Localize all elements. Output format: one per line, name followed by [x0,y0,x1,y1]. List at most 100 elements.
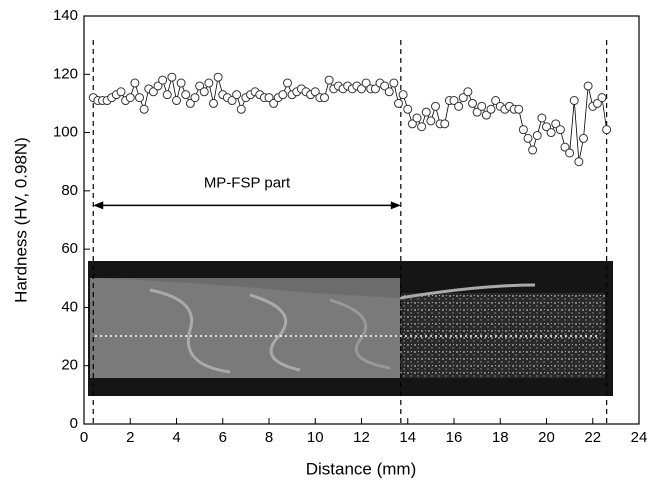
marker [130,78,140,88]
marker [361,78,371,88]
marker [403,104,413,114]
marker [477,101,487,111]
marker [407,119,417,129]
x-tick-label: 18 [492,429,509,446]
x-tick-label: 16 [446,429,463,446]
marker [176,78,186,88]
x-tick-label: 8 [265,429,273,446]
marker [167,72,177,82]
marker [384,87,394,97]
x-tick-label: 10 [307,429,324,446]
x-tick-label: 14 [399,429,416,446]
marker [116,87,126,97]
marker [491,96,501,106]
arrow-head [390,201,401,210]
marker [148,87,158,97]
marker [551,119,561,129]
marker [532,130,542,140]
marker [135,93,144,103]
y-tick-label: 0 [70,415,78,432]
x-tick-label: 0 [80,429,88,446]
y-axis-title: Hardness (HV, 0.98N) [11,137,30,303]
x-tick-label: 22 [584,429,601,446]
x-tick-label: 20 [538,429,555,446]
y-tick-label: 140 [53,7,78,24]
arrow-head [93,201,104,210]
marker [481,110,491,120]
marker [158,75,168,85]
marker [195,81,205,91]
marker [213,72,223,82]
marker [204,78,214,88]
marker [398,90,408,100]
marker [574,157,584,167]
marker [431,101,440,111]
marker [565,148,575,158]
marker [190,93,200,103]
marker [514,104,524,114]
marker [227,96,237,106]
marker [583,81,593,91]
micrograph [88,261,613,396]
marker [579,133,588,143]
marker [597,93,607,103]
marker [236,104,246,114]
x-axis-title: Distance (mm) [306,459,417,478]
marker [486,104,496,114]
x-tick-label: 24 [631,429,648,446]
marker [523,133,533,143]
annotation: MP-FSP part [204,174,291,191]
x-tick-label: 6 [219,429,227,446]
marker [537,113,547,123]
marker [310,87,320,97]
x-tick-label: 2 [126,429,134,446]
marker [454,101,464,111]
marker [449,96,459,106]
marker [440,119,450,129]
marker [357,84,366,94]
marker [458,93,468,103]
y-tick-label: 20 [61,357,78,374]
marker [209,98,218,108]
marker [602,125,612,135]
marker [232,90,242,100]
marker [542,122,551,132]
marker [518,125,528,135]
marker [269,98,279,108]
y-tick-label: 120 [53,65,78,82]
marker [463,87,473,97]
marker [181,90,191,100]
marker [283,78,292,88]
x-tick-label: 12 [353,429,370,446]
y-tick-label: 100 [53,124,78,141]
marker [394,98,403,108]
marker [320,93,329,103]
x-tick-label: 4 [172,429,180,446]
marker [426,116,436,126]
marker [139,104,149,114]
marker [185,98,195,108]
marker [162,90,172,100]
marker [555,125,565,135]
marker [546,128,556,138]
marker [370,84,380,94]
marker [172,96,181,106]
marker [528,145,538,155]
y-tick-label: 80 [61,182,78,199]
marker [421,107,431,117]
marker [468,98,477,108]
marker [125,93,135,103]
y-tick-label: 60 [61,240,78,257]
marker [472,107,482,117]
marker [153,81,163,91]
marker [199,87,209,97]
marker [417,122,427,132]
marker [278,90,288,100]
marker [412,113,422,123]
marker [569,96,579,106]
marker [324,75,334,85]
marker [389,78,399,88]
y-tick-label: 40 [61,298,78,315]
marker [380,81,390,91]
marker [560,142,570,152]
